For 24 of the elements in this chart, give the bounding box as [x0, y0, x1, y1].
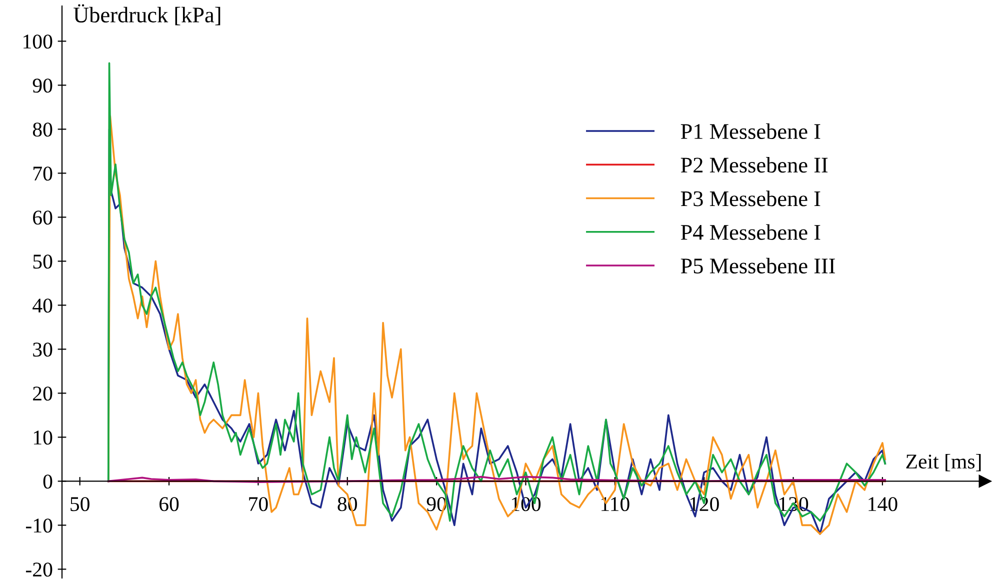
- x-tick-label: 60: [159, 497, 179, 512]
- y-tick-label: 10: [34, 430, 52, 445]
- legend-label: P1 Messebene I: [680, 123, 820, 140]
- y-tick-label: 60: [33, 210, 52, 225]
- y-tick-label: 30: [33, 342, 52, 357]
- legend-label: P5 Messebene III: [680, 258, 835, 274]
- x-tick-label: 50: [70, 497, 90, 512]
- y-tick-label: 100: [24, 34, 52, 49]
- y-tick-label: 20: [33, 386, 52, 401]
- legend-label: P4 Messebene I: [680, 224, 820, 240]
- y-tick-label: -20: [26, 562, 52, 577]
- x-tick-label: 140: [868, 497, 898, 512]
- y-tick-label: -10: [26, 518, 52, 533]
- y-tick-label: 80: [32, 122, 52, 137]
- legend-label: P2 Messebene II: [680, 156, 828, 173]
- y-tick-label: 50: [33, 254, 52, 269]
- y-tick-label: 70: [34, 166, 52, 181]
- x-axis-title: Zeit [ms]: [906, 454, 981, 472]
- y-tick-label: 0: [43, 474, 52, 489]
- y-axis-title: Überdruck [kPa]: [74, 4, 220, 26]
- x-tick-label: 70: [249, 497, 268, 512]
- legend-label: P3 Messebene I: [680, 190, 820, 206]
- y-tick-label: 40: [32, 298, 52, 313]
- y-tick-label: 90: [32, 78, 52, 93]
